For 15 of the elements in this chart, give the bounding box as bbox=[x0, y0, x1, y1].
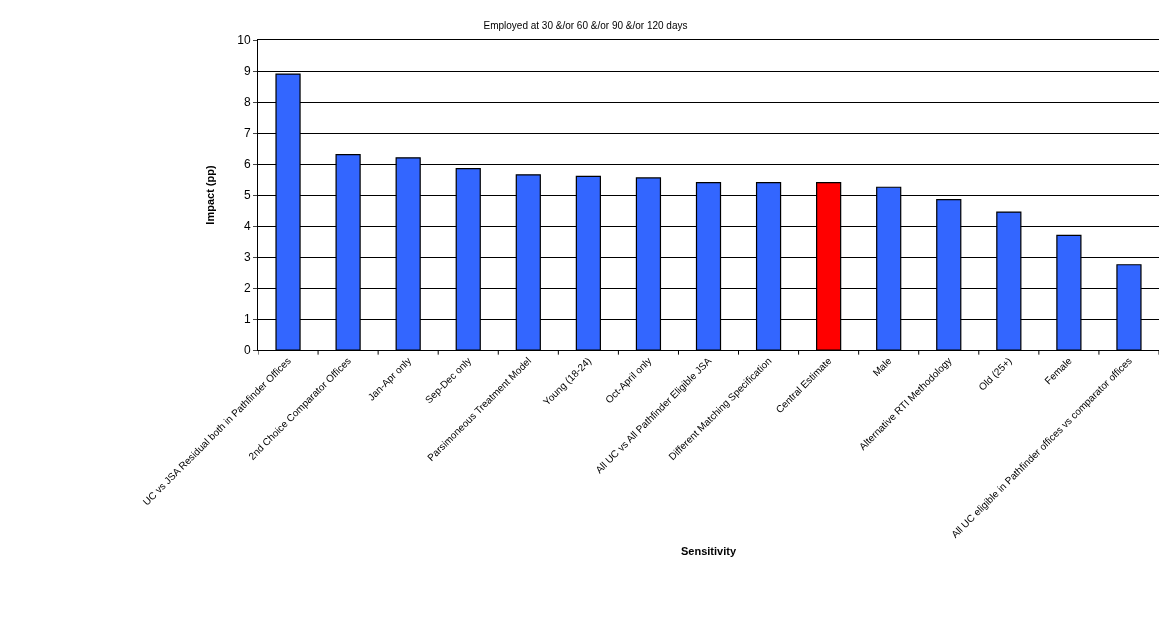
x-tick-label: Male bbox=[870, 354, 894, 379]
chart-title: Employed at 30 &/or 60 &/or 90 &/or 120 days bbox=[483, 20, 688, 32]
y-axis-title: Impact (pp) bbox=[203, 165, 216, 225]
x-axis-title: Sensitivity bbox=[680, 545, 737, 558]
y-tick-label: 10 bbox=[237, 33, 251, 48]
y-tick-label: 9 bbox=[243, 64, 251, 79]
y-tick-label: 8 bbox=[243, 95, 251, 110]
y-tick-label: 5 bbox=[243, 188, 251, 203]
y-tick-label: 7 bbox=[243, 126, 251, 141]
y-tick-label: 3 bbox=[243, 250, 251, 265]
y-tick-label: 1 bbox=[243, 312, 251, 327]
y-tick-label: 4 bbox=[243, 219, 251, 234]
y-tick-label: 2 bbox=[243, 281, 251, 296]
y-tick-label: 0 bbox=[243, 343, 251, 358]
y-tick-label: 6 bbox=[243, 157, 251, 172]
